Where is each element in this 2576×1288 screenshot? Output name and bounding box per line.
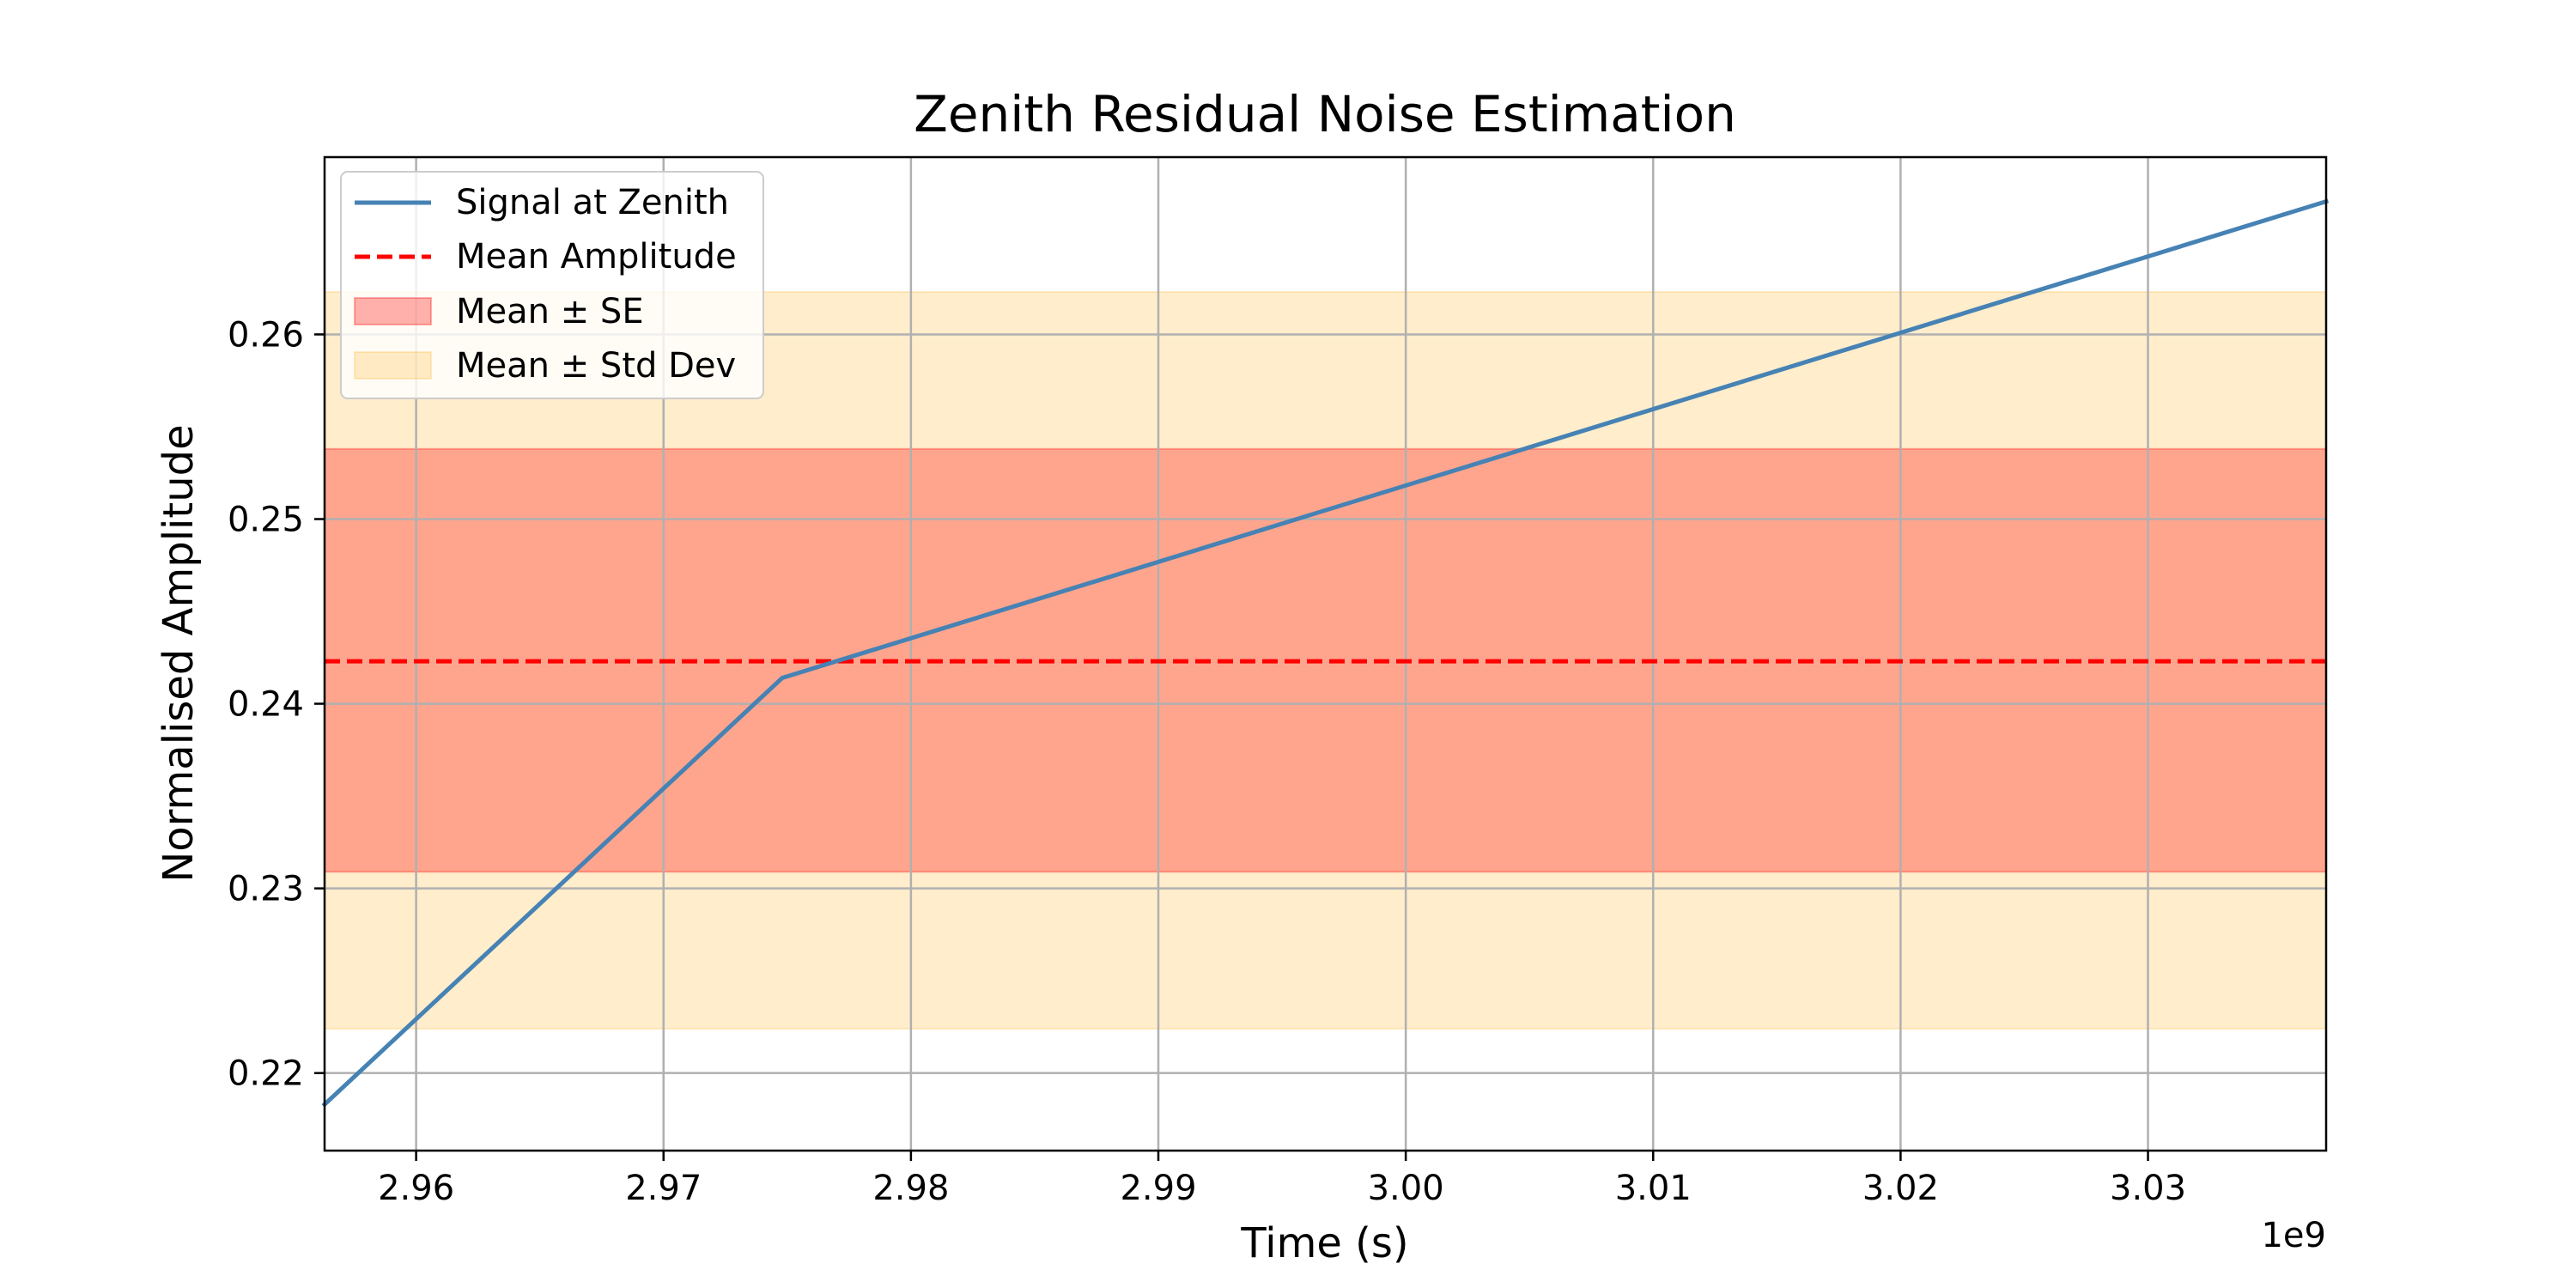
x-tick-label: 2.98 — [872, 1169, 949, 1208]
legend-label-se: Mean ± SE — [456, 292, 644, 331]
legend-label-mean: Mean Amplitude — [456, 237, 737, 276]
x-ticks: 2.96 2.97 2.98 2.99 3.00 3.01 3.02 3.03 — [378, 1151, 2186, 1208]
signal-line — [321, 198, 2330, 1108]
lines-layer — [321, 198, 2330, 1108]
legend-label-std: Mean ± Std Dev — [456, 346, 736, 386]
std-dev-band — [324, 290, 2327, 1030]
legend-box — [340, 171, 764, 399]
plot-frame — [323, 155, 2328, 1152]
y-tick-label: 0.23 — [228, 870, 304, 909]
x-axis-label: Time (s) — [1240, 1219, 1408, 1267]
x-tick-label: 3.02 — [1862, 1169, 1939, 1208]
x-tick-label: 2.97 — [625, 1169, 702, 1208]
x-tick-label: 3.00 — [1368, 1169, 1444, 1208]
legend: Signal at Zenith Mean Amplitude Mean ± S… — [340, 171, 764, 399]
grid-layer — [325, 157, 2326, 1151]
y-tick-label: 0.22 — [228, 1054, 304, 1094]
y-ticks: 0.22 0.23 0.24 0.25 0.26 — [228, 315, 325, 1094]
y-tick-label: 0.25 — [228, 501, 304, 540]
legend-swatch-se — [354, 297, 432, 325]
chart-title: Zenith Residual Noise Estimation — [914, 85, 1736, 143]
x-tick-label: 3.03 — [2110, 1169, 2186, 1208]
x-axis-offset-label: 1e9 — [2261, 1216, 2326, 1255]
y-tick-label: 0.26 — [228, 315, 304, 355]
y-tick-label: 0.24 — [228, 685, 304, 725]
x-tick-label: 2.96 — [378, 1169, 454, 1208]
legend-label-signal: Signal at Zenith — [456, 183, 729, 222]
x-tick-label: 3.01 — [1615, 1169, 1692, 1208]
legend-swatch-std — [354, 351, 432, 380]
x-tick-label: 2.99 — [1120, 1169, 1196, 1208]
y-axis-label: Normalised Amplitude — [155, 424, 203, 882]
